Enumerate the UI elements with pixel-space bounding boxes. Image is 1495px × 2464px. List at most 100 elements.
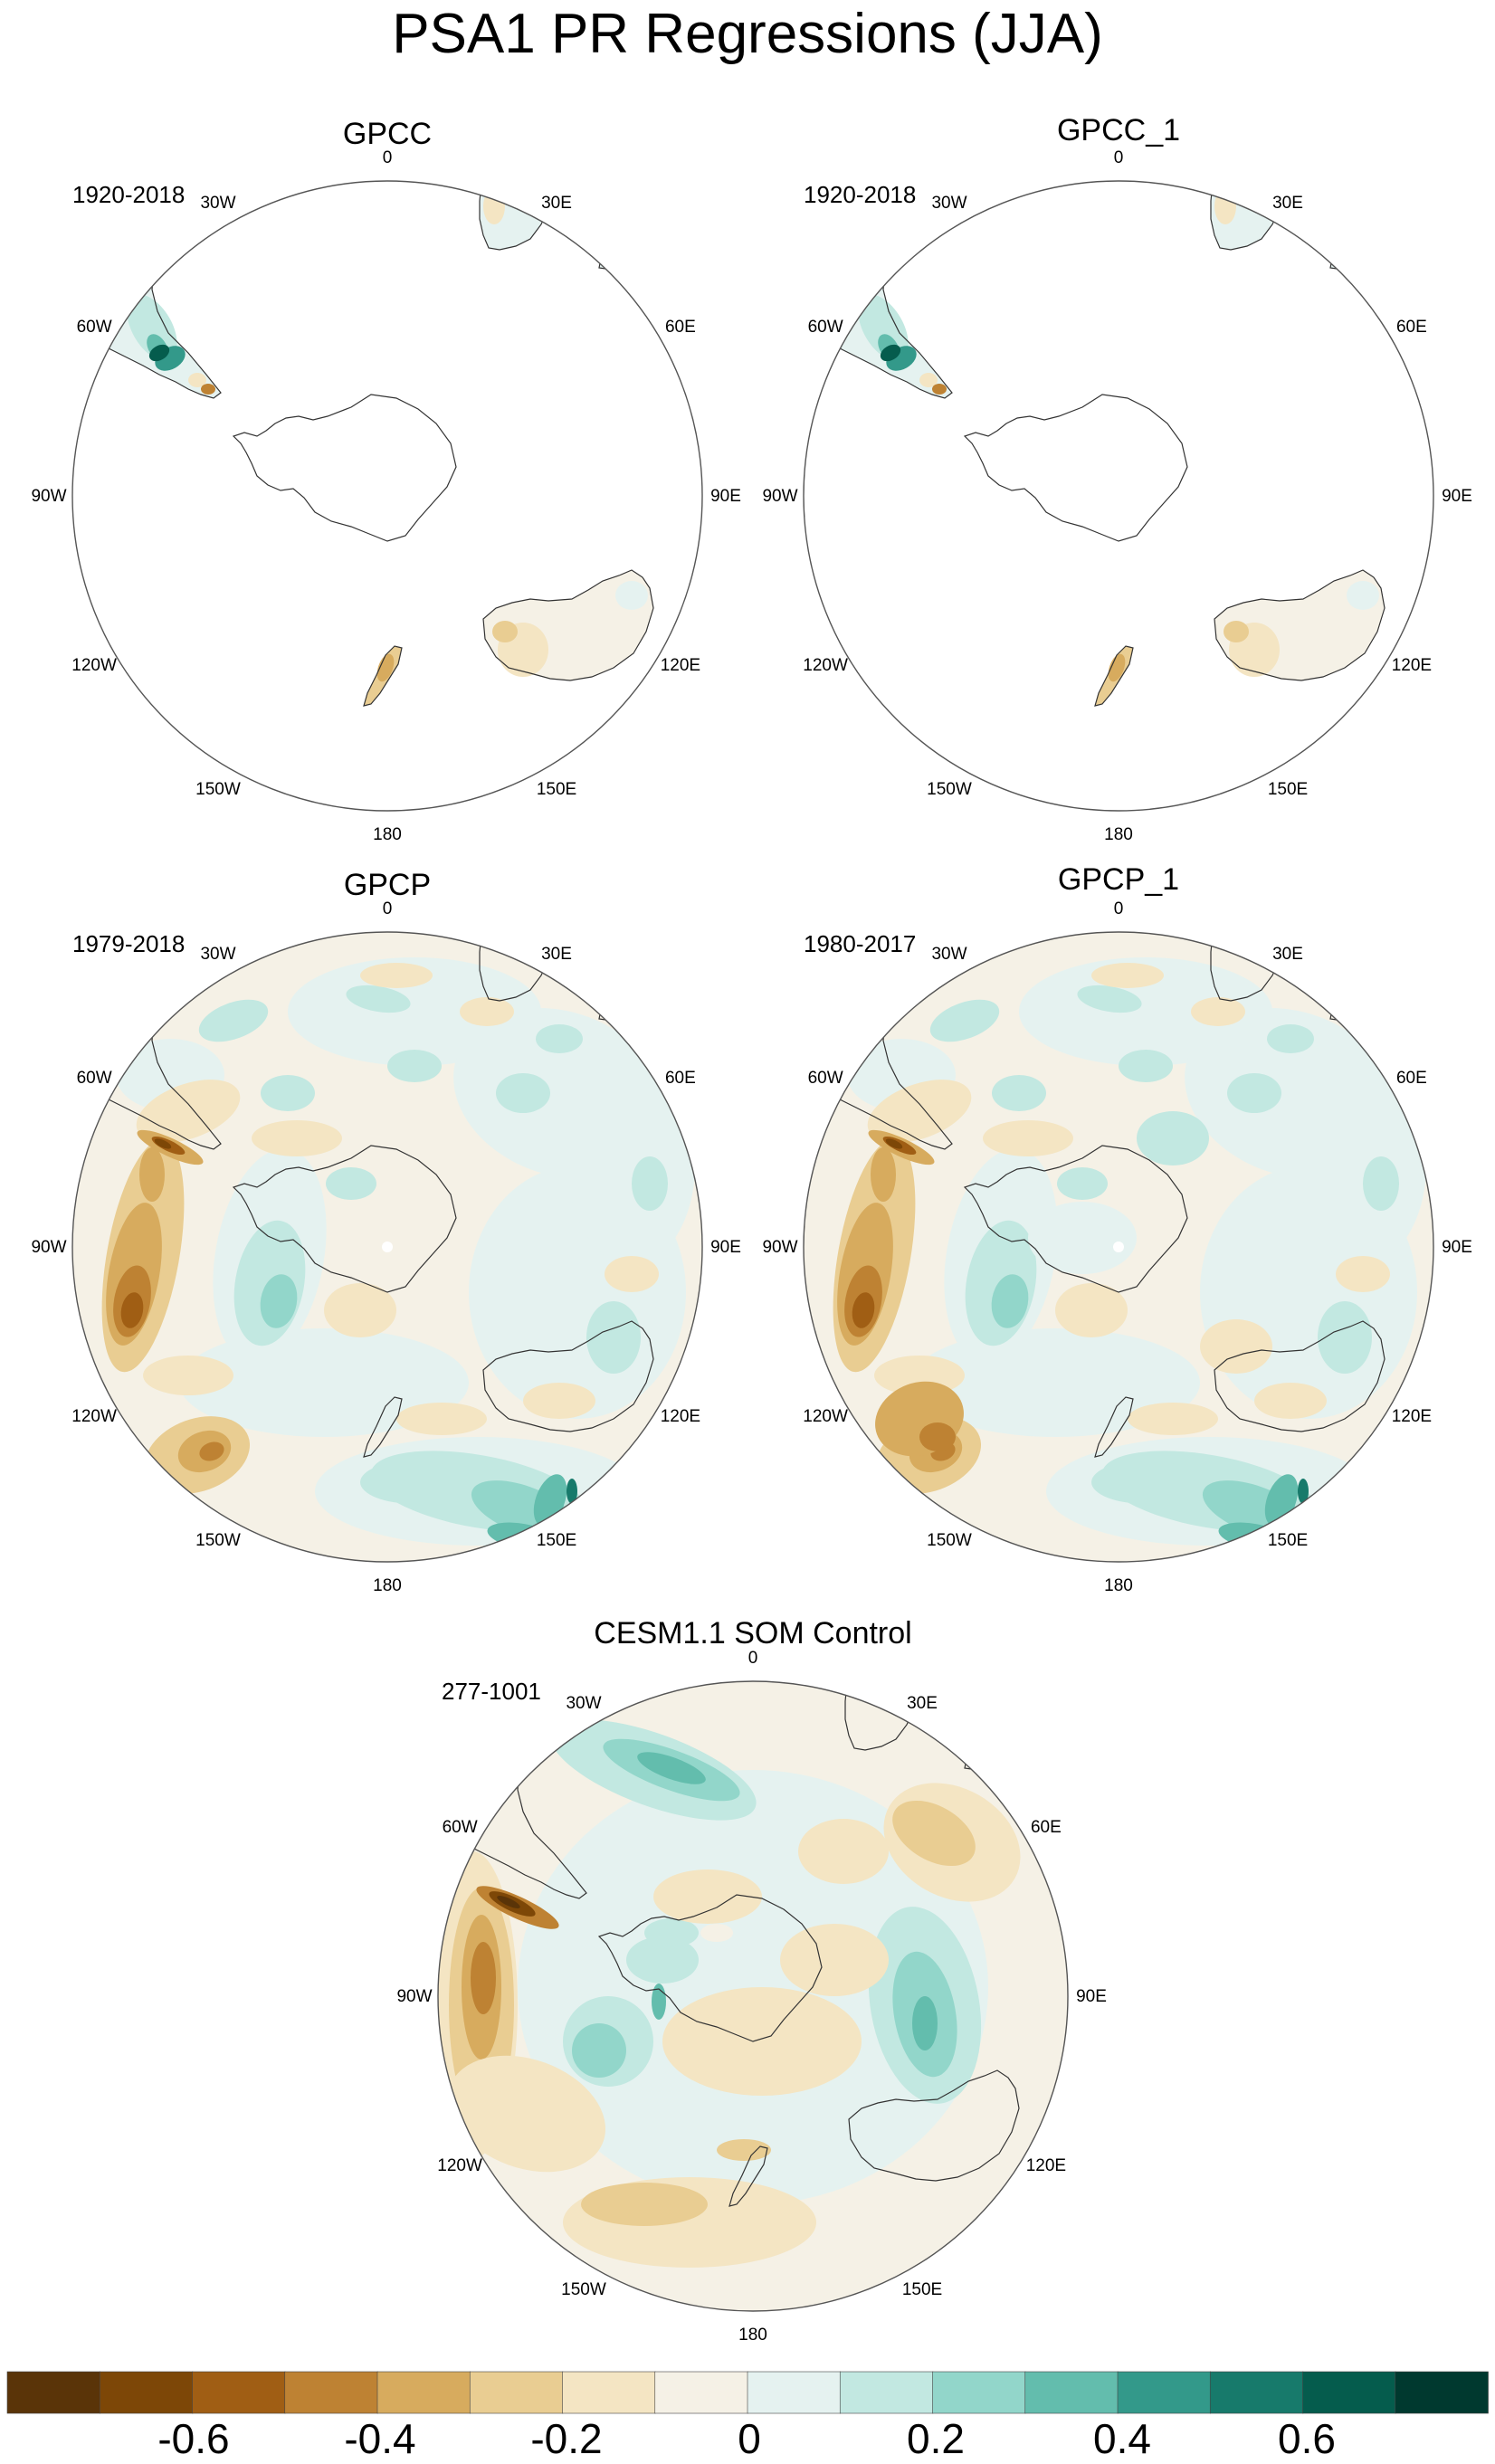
contour-blob xyxy=(1214,188,1236,224)
longitude-label: 60E xyxy=(1396,1069,1427,1088)
longitude-label: 30E xyxy=(541,945,572,964)
precip-field xyxy=(804,932,1433,1562)
contour-blob xyxy=(1224,621,1249,642)
panel-title-gpcp1: GPCP_1 xyxy=(928,861,1309,898)
longitude-label: 180 xyxy=(738,2326,767,2345)
longitude-label: 60W xyxy=(443,1818,478,1837)
colorbar-box xyxy=(1118,2372,1211,2413)
longitude-label: 90W xyxy=(396,1987,432,2006)
colorbar-box xyxy=(377,2372,471,2413)
longitude-label: 120W xyxy=(71,1407,117,1426)
longitude-label: 120W xyxy=(71,656,117,675)
contour-blob xyxy=(567,1479,577,1504)
polar-map-gpcp1: 0 30E 60E 90E 120E 150E 180 150W 120W 90W 60W 30W xyxy=(784,912,1453,1582)
longitude-label: 150E xyxy=(537,1531,576,1550)
contour-blob xyxy=(1347,581,1379,610)
longitude-label: 150W xyxy=(195,1531,241,1550)
colorbar-box xyxy=(933,2372,1026,2413)
longitude-label: 60E xyxy=(665,318,696,337)
longitude-label: 90W xyxy=(762,1238,797,1257)
contour-blob xyxy=(360,963,433,988)
contour-blob xyxy=(1028,1202,1137,1274)
figure-title: PSA1 PR Regressions (JJA) xyxy=(0,0,1495,69)
tasmania-coastline xyxy=(822,2306,834,2315)
polar-map-gpcp: 030E60E90E120E150E180150W120W90W60W30W xyxy=(52,912,722,1582)
contour-blob xyxy=(1119,1050,1173,1082)
longitude-label: 120W xyxy=(803,656,848,675)
longitude-label: 150W xyxy=(195,780,241,799)
longitude-label: 30E xyxy=(1272,945,1303,964)
contour-blob xyxy=(717,2139,771,2161)
contour-blob xyxy=(396,1403,487,1435)
contour-blob xyxy=(252,1120,342,1156)
contour-blob xyxy=(932,384,947,395)
contour-blob xyxy=(139,1147,165,1202)
contour-blob xyxy=(632,1156,668,1211)
tasmania-coastline xyxy=(1187,805,1200,814)
colorbar-box xyxy=(470,2372,563,2413)
contour-blob xyxy=(605,1256,659,1292)
contour-blob xyxy=(1298,1479,1309,1504)
colorbar-tick-label: -0.2 xyxy=(503,2414,630,2463)
longitude-label: 150E xyxy=(537,780,576,799)
contour-blob xyxy=(496,1073,550,1113)
colorbar xyxy=(7,2372,1488,2413)
longitude-label: 150E xyxy=(1268,780,1308,799)
contour-blob xyxy=(568,1066,695,1265)
contour-blob xyxy=(460,997,514,1026)
longitude-label: 180 xyxy=(1104,1576,1133,1595)
longitude-label: 0 xyxy=(383,148,393,167)
longitude-label: 90E xyxy=(1442,487,1472,506)
longitude-label: 120E xyxy=(1392,1407,1432,1426)
contour-blob xyxy=(983,1120,1073,1156)
longitude-label: 90W xyxy=(31,487,66,506)
longitude-label: 120E xyxy=(1392,656,1432,675)
colorbar-box xyxy=(193,2372,286,2413)
contour-blob xyxy=(143,1356,233,1395)
longitude-label: 60E xyxy=(665,1069,696,1088)
colorbar-box xyxy=(1395,2372,1489,2413)
precip-field xyxy=(427,1681,1068,2311)
contour-blob xyxy=(662,1987,862,2096)
contour-blob xyxy=(1363,1156,1399,1211)
panel-title-gpcc1: GPCC_1 xyxy=(928,112,1309,148)
contour-blob xyxy=(780,1924,889,1996)
colorbar-box xyxy=(1025,2372,1119,2413)
tasmania-coastline xyxy=(456,805,469,814)
longitude-label: 60W xyxy=(808,318,843,337)
contour-blob xyxy=(360,1460,469,1504)
longitude-label: 0 xyxy=(1114,899,1124,918)
polar-map-gpcc1: 030E60E90E120E150E180150W120W90W60W30W xyxy=(784,161,1453,831)
longitude-label: 60E xyxy=(1031,1818,1062,1837)
contour-blob xyxy=(1200,1319,1272,1374)
contour-blob xyxy=(871,1147,896,1202)
contour-blob xyxy=(572,2023,626,2078)
tasmania-coastline xyxy=(456,1556,469,1565)
polar-map-cesm: 030E60E90E120E150E180150W120W90W60W30W xyxy=(418,1661,1088,2331)
longitude-label: 60W xyxy=(77,318,112,337)
longitude-label: 60W xyxy=(77,1069,112,1088)
panel-title-cesm: CESM1.1 SOM Control xyxy=(563,1615,943,1651)
longitude-label: 120E xyxy=(661,1407,700,1426)
contour-blob xyxy=(992,1075,1046,1111)
longitude-label: 90E xyxy=(710,1238,741,1257)
colorbar-box xyxy=(748,2372,841,2413)
longitude-label: 90W xyxy=(762,487,797,506)
colorbar-box xyxy=(563,2372,656,2413)
contour-blob xyxy=(1057,1167,1108,1200)
longitude-label: 150W xyxy=(927,1531,972,1550)
map-background xyxy=(804,181,1433,811)
longitude-label: 120W xyxy=(803,1407,848,1426)
contour-blob xyxy=(201,384,215,395)
longitude-label: 150E xyxy=(902,2280,942,2299)
longitude-label: 0 xyxy=(1114,148,1124,167)
colorbar-box xyxy=(7,2372,100,2413)
polar-map-gpcc: 030E60E90E120E150E180150W120W90W60W30W xyxy=(52,161,722,831)
contour-blob xyxy=(912,1996,938,2050)
longitude-label: 90E xyxy=(1442,1238,1472,1257)
contour-blob xyxy=(1227,1073,1281,1113)
longitude-label: 90W xyxy=(31,1238,66,1257)
contour-blob xyxy=(471,1942,496,2014)
contour-blob xyxy=(261,1075,315,1111)
contour-blob xyxy=(919,1422,956,1451)
